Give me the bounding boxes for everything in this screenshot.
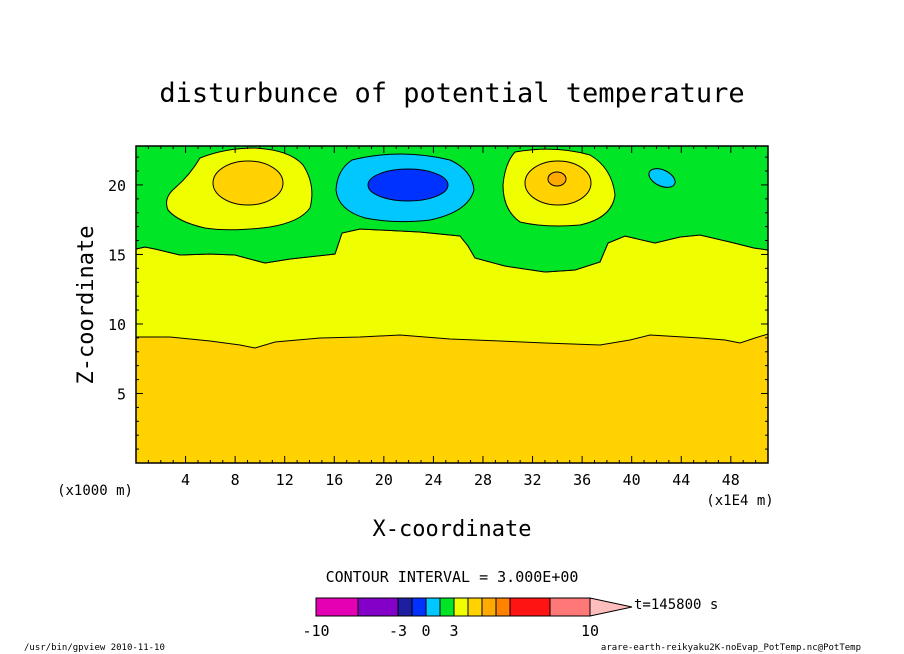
cold-spot	[648, 168, 676, 188]
warm-cell-1-core	[212, 160, 284, 206]
contour-interval-text: CONTOUR INTERVAL = 3.000E+00	[326, 568, 579, 586]
colorbar-labels: -10 -3 0 3 10	[302, 622, 599, 640]
colorbar-segment	[495, 597, 511, 617]
x-tick-label: 4	[181, 471, 190, 489]
colorbar-tick-label: -10	[302, 622, 329, 640]
colorbar-tick-label: 0	[421, 622, 430, 640]
plot-area	[135, 145, 769, 464]
colorbar-tick-label: 3	[449, 622, 458, 640]
colorbar-segment	[397, 597, 413, 617]
colorbar-segment	[315, 597, 359, 617]
x-tick-label: 28	[474, 471, 492, 489]
colorbar-segment	[481, 597, 497, 617]
colorbar-segment	[453, 597, 469, 617]
x-tick-label: 12	[276, 471, 294, 489]
x-tick-label: 36	[573, 471, 591, 489]
x-tick-label: 32	[524, 471, 542, 489]
colorbar-segment	[549, 597, 591, 617]
x-unit-right: (x1E4 m)	[706, 493, 773, 509]
x-unit-left: (x1000 m)	[57, 483, 133, 499]
colorbar-segment	[357, 597, 399, 617]
y-tick-label: 10	[108, 316, 126, 334]
x-tick-label: 48	[722, 471, 740, 489]
x-axis: 4 8 12 16 20 24 28 32 36 40 44 48	[147, 146, 757, 489]
y-axis-label: Z-coordinate	[74, 226, 99, 385]
colorbar-segment	[509, 597, 551, 617]
colorbar-segment	[425, 597, 441, 617]
time-label: t=145800 s	[634, 597, 718, 613]
x-tick-label: 44	[672, 471, 690, 489]
colorbar-segment	[467, 597, 483, 617]
x-tick-label: 40	[623, 471, 641, 489]
x-tick-label: 8	[231, 471, 240, 489]
colorbar	[315, 597, 633, 617]
colorbar-tick-label: 10	[581, 622, 599, 640]
warm-cell-2-peak	[547, 171, 567, 187]
x-tick-label: 20	[375, 471, 393, 489]
chart-title: disturbunce of potential temperature	[159, 78, 744, 109]
cold-cell-core	[367, 168, 449, 202]
colorbar-arrow	[589, 597, 633, 617]
colorbar-tick-label: -3	[389, 622, 407, 640]
footer-left: /usr/bin/gpview 2010-11-10	[24, 643, 165, 653]
y-tick-label: 5	[117, 385, 126, 403]
plot-frame	[135, 145, 769, 464]
colorbar-segment	[439, 597, 455, 617]
colorbar-segment	[411, 597, 427, 617]
y-tick-label: 15	[108, 246, 126, 264]
x-tick-label: 24	[424, 471, 442, 489]
y-tick-label: 20	[108, 177, 126, 195]
x-axis-label: X-coordinate	[373, 517, 532, 542]
y-axis: 5 10 15 20	[108, 156, 768, 450]
x-tick-label: 16	[325, 471, 343, 489]
footer-right: arare-earth-reikyaku2K-noEvap_PotTemp.nc…	[601, 643, 861, 653]
